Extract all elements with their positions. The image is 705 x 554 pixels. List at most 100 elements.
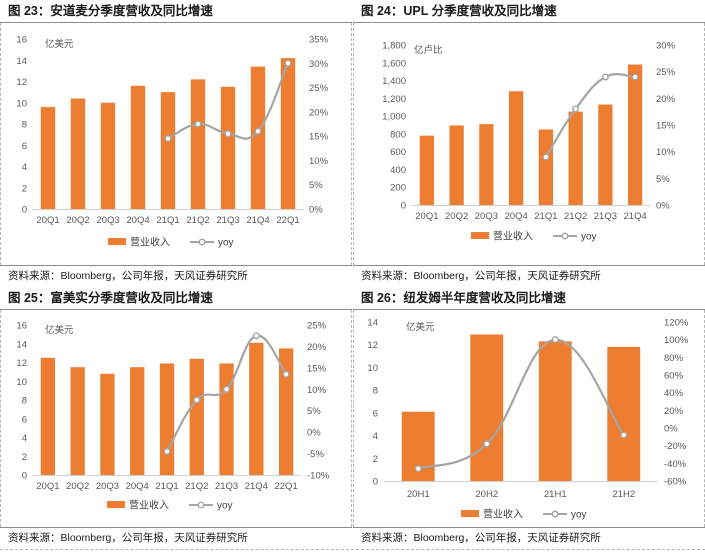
legend-line-marker bbox=[198, 238, 206, 246]
y-right-tick-label: 20% bbox=[309, 107, 329, 118]
y-left-tick-label: 12 bbox=[16, 77, 27, 88]
bar bbox=[160, 92, 176, 209]
y-right-tick-label: 30% bbox=[309, 59, 329, 70]
x-tick-label: 20Q4 bbox=[505, 211, 528, 222]
unit-label: 亿美元 bbox=[406, 321, 435, 333]
y-right-tick-label: 25% bbox=[307, 321, 327, 332]
yoy-point bbox=[164, 135, 172, 143]
y-right-tick-label: 5% bbox=[309, 180, 323, 191]
y-right-tick-label: 10% bbox=[309, 156, 329, 167]
x-tick-label: 21Q2 bbox=[564, 211, 587, 222]
legend-bar-swatch bbox=[471, 232, 489, 239]
bar bbox=[449, 125, 464, 205]
x-tick-label: 21Q4 bbox=[624, 211, 647, 222]
y-right-tick-label: -10% bbox=[307, 471, 330, 482]
y-left-tick-label: 800 bbox=[390, 129, 406, 140]
bar bbox=[280, 58, 296, 209]
y-right-tick-label: 0% bbox=[656, 201, 670, 212]
legend-line-label: yoy bbox=[218, 238, 234, 249]
y-left-tick-label: 400 bbox=[390, 165, 406, 176]
legend-bar-label: 营业收入 bbox=[129, 499, 169, 512]
x-tick-label: 20Q2 bbox=[66, 215, 89, 226]
legend-line-marker bbox=[551, 510, 559, 518]
y-right-tick-label: -20% bbox=[664, 441, 687, 452]
x-tick-label: 21Q2 bbox=[185, 481, 208, 492]
y-left-tick-label: 14 bbox=[367, 318, 378, 329]
y-left-tick-label: 4 bbox=[22, 162, 27, 173]
x-tick-label: 22Q1 bbox=[274, 481, 297, 492]
yoy-point bbox=[193, 396, 201, 404]
bar bbox=[220, 86, 236, 209]
y-left-tick-label: 0 bbox=[22, 471, 27, 482]
y-left-tick-label: 600 bbox=[390, 147, 406, 158]
legend-bar-swatch bbox=[461, 510, 479, 517]
yoy-point bbox=[284, 59, 292, 67]
y-right-tick-label: 5% bbox=[656, 174, 670, 185]
chart-svg: 0 2 4 6 8 10 12 14 16 0% 5% 10% 15% 20% 25% 30% 35% 亿美元 20… bbox=[16, 35, 329, 249]
y-right-tick-label: -60% bbox=[664, 477, 687, 488]
chart-area: 0 2 4 6 8 10 12 14 16 -10% -5% 0% 5% 10% 15% 20% 25% 亿美元 2… bbox=[0, 310, 352, 527]
panel-top-left: 图 23：安道麦分季度营收及同比增速 0 2 4 6 8 10 12 14 16 0% 5% 10% 1… bbox=[0, 0, 352, 287]
y-left-tick-label: 4 bbox=[373, 431, 378, 442]
unit-label: 亿卢比 bbox=[414, 44, 443, 56]
chart-svg: 0 2 4 6 8 10 12 14 -60% -40% -20% 0% 20% 40% 60% 80% 100… bbox=[367, 318, 689, 521]
x-tick-label: 20Q4 bbox=[126, 215, 149, 226]
y-right-tick-label: 20% bbox=[656, 94, 676, 105]
chart-title: 图 26：纽发姆半年度营收及同比增速 bbox=[353, 287, 705, 310]
y-left-tick-label: 1,800 bbox=[382, 41, 406, 52]
source-note: 资料来源：Bloomberg，公司年报，天风证券研究所 bbox=[0, 527, 352, 549]
yoy-point bbox=[551, 336, 559, 344]
y-right-tick-label: 25% bbox=[309, 83, 329, 94]
y-left-tick-label: 10 bbox=[16, 377, 27, 388]
y-left-tick-label: 6 bbox=[22, 141, 27, 152]
legend-bar-swatch bbox=[108, 238, 126, 245]
y-left-tick-label: 12 bbox=[367, 340, 378, 351]
y-left-tick-label: 6 bbox=[373, 408, 378, 419]
yoy-point bbox=[620, 431, 628, 439]
bar bbox=[130, 367, 145, 475]
y-right-tick-label: 100% bbox=[664, 335, 689, 346]
y-right-tick-label: 5% bbox=[307, 406, 321, 417]
x-tick-label: 20Q2 bbox=[66, 481, 89, 492]
bar bbox=[419, 135, 435, 205]
legend-line-marker bbox=[561, 232, 569, 240]
x-tick-label: 20Q1 bbox=[415, 211, 438, 222]
panel-top-right: 图 24：UPL 分季度营收及同比增速 0 200 400 600 800 1,000 1,… bbox=[353, 0, 705, 287]
x-tick-label: 20Q1 bbox=[36, 215, 59, 226]
y-left-tick-label: 2 bbox=[22, 183, 27, 194]
y-right-tick-label: 10% bbox=[307, 385, 327, 396]
y-left-tick-label: 1,400 bbox=[382, 76, 406, 87]
x-tick-label: 20H1 bbox=[407, 489, 430, 500]
bar bbox=[538, 341, 572, 481]
y-left-tick-label: 0 bbox=[401, 201, 406, 212]
y-left-tick-label: 8 bbox=[22, 120, 27, 131]
bar bbox=[278, 348, 294, 475]
x-tick-label: 21Q4 bbox=[245, 481, 268, 492]
bar bbox=[479, 124, 494, 205]
y-right-tick-label: 0% bbox=[309, 205, 323, 216]
x-tick-label: 20Q3 bbox=[96, 481, 119, 492]
bar bbox=[100, 102, 116, 209]
bar bbox=[508, 91, 524, 205]
bar bbox=[130, 85, 146, 209]
bar bbox=[250, 66, 266, 209]
x-tick-label: 21Q1 bbox=[534, 211, 557, 222]
bar bbox=[470, 334, 504, 481]
page-bottom-border bbox=[0, 549, 705, 554]
y-left-tick-label: 14 bbox=[16, 56, 27, 67]
y-left-tick-label: 1,000 bbox=[382, 112, 406, 123]
y-left-tick-label: 16 bbox=[16, 35, 27, 46]
yoy-point bbox=[631, 73, 639, 81]
y-left-tick-label: 12 bbox=[16, 358, 27, 369]
source-note: 资料来源：Bloomberg，公司年报，天风证券研究所 bbox=[353, 265, 705, 287]
bar bbox=[40, 357, 56, 475]
y-left-tick-label: 4 bbox=[22, 433, 27, 444]
panel-bottom-left: 图 25：富美实分季度营收及同比增速 0 2 4 6 8 10 12 14 16 -10% -5% 0… bbox=[0, 287, 352, 549]
yoy-point bbox=[252, 332, 260, 340]
chart-title: 图 24：UPL 分季度营收及同比增速 bbox=[353, 0, 705, 23]
x-tick-label: 21Q1 bbox=[155, 481, 178, 492]
y-right-tick-label: 15% bbox=[309, 132, 329, 143]
chart-title: 图 23：安道麦分季度营收及同比增速 bbox=[0, 0, 352, 23]
legend-line-label: yoy bbox=[217, 501, 233, 512]
y-right-tick-label: 15% bbox=[656, 121, 676, 132]
